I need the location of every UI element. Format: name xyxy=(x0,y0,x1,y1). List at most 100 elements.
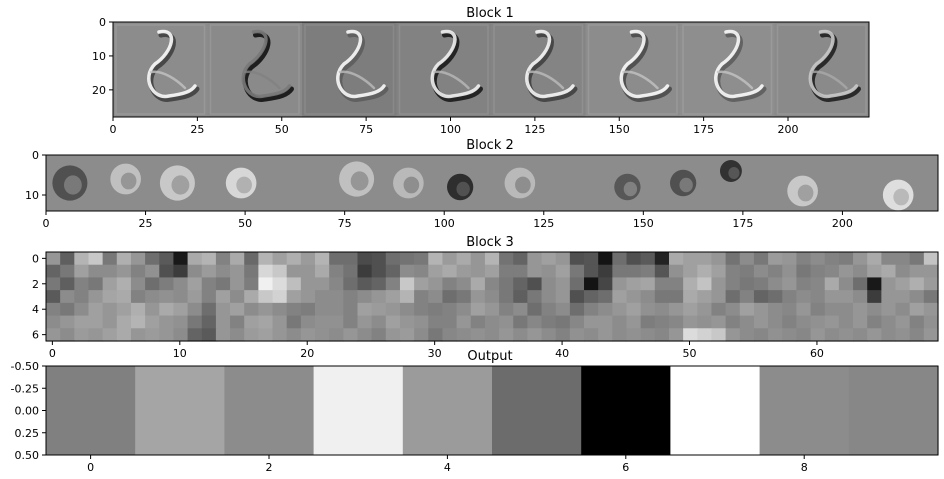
block3-cell xyxy=(555,264,571,279)
block1-x-tick-label: 75 xyxy=(359,123,373,136)
block3-cell xyxy=(909,302,925,317)
block3-cell xyxy=(541,302,557,317)
block1-tile xyxy=(207,22,302,117)
block3-cell xyxy=(654,328,670,342)
block3-cell xyxy=(456,277,472,291)
block3-cell xyxy=(824,302,840,317)
block3-cell xyxy=(60,252,75,266)
block3-x-tick-label: 40 xyxy=(555,347,569,360)
block3-cell xyxy=(753,302,769,317)
output-x-tick-label: 0 xyxy=(87,461,94,474)
block3-cell xyxy=(569,290,585,304)
block3-cell xyxy=(711,277,727,291)
block3-cell xyxy=(484,277,500,291)
block3-cell xyxy=(357,252,373,266)
block3-cell xyxy=(683,264,698,279)
block3-cell xyxy=(159,290,175,304)
block3-cell xyxy=(768,290,783,304)
block3-cell xyxy=(414,252,429,266)
block2-x-tick-label: 0 xyxy=(43,217,50,230)
block3-cell xyxy=(300,302,316,317)
block3-cell xyxy=(725,328,741,342)
block3-cell xyxy=(428,277,444,291)
block3-cell xyxy=(272,264,288,279)
block3-cell xyxy=(612,328,628,342)
block3-cell xyxy=(598,315,613,329)
block1-y-tick-label: 0 xyxy=(99,16,106,29)
block3-cell xyxy=(46,277,61,291)
block3-y-tick-label: 4 xyxy=(32,303,39,316)
block3-cell xyxy=(668,290,684,304)
block2-feature-detail xyxy=(797,184,814,202)
block3-cell xyxy=(810,302,826,317)
block2-panel: Block 2 0 25 50 75 100 125 150 175 200 0 10 xyxy=(25,138,939,230)
output-cell xyxy=(759,366,850,455)
block1-tile xyxy=(491,22,586,117)
block3-cell xyxy=(796,277,812,291)
block3-cell xyxy=(343,290,359,304)
block3-cell xyxy=(300,328,316,342)
block1-x-tick-label: 100 xyxy=(440,123,461,136)
block3-cell xyxy=(428,290,444,304)
block3-cell xyxy=(442,252,458,266)
block3-cell xyxy=(584,264,599,279)
block3-cell xyxy=(258,290,274,304)
block3-cell xyxy=(60,328,75,342)
block3-cell xyxy=(258,252,274,266)
block3-cell xyxy=(230,277,245,291)
block3-cell xyxy=(74,328,90,342)
block3-cell xyxy=(626,264,642,279)
block3-cell xyxy=(711,302,727,317)
block3-cell xyxy=(88,328,104,342)
block3-cell xyxy=(484,328,500,342)
block3-cell xyxy=(711,290,727,304)
block3-cell xyxy=(130,290,146,304)
block3-cell xyxy=(371,252,387,266)
block3-cell xyxy=(541,290,557,304)
block3-cell xyxy=(527,252,543,266)
block3-cell xyxy=(584,290,599,304)
block3-cell xyxy=(201,277,217,291)
block3-cell xyxy=(867,328,882,342)
block3-cell xyxy=(499,315,514,329)
block2-feature-detail xyxy=(456,181,470,197)
block3-cell xyxy=(343,264,359,279)
block3-cell xyxy=(683,302,698,317)
block3-cell xyxy=(697,252,713,266)
block3-cell xyxy=(201,302,217,317)
block3-cell xyxy=(527,315,543,329)
block3-cell xyxy=(626,328,642,342)
block3-cell xyxy=(796,315,812,329)
block3-y-tick-label: 2 xyxy=(32,278,39,291)
block1-tile-border xyxy=(304,24,395,115)
block3-cell xyxy=(668,277,684,291)
block3-cell xyxy=(838,315,854,329)
block2-heatmap xyxy=(46,155,938,211)
block3-cell xyxy=(513,277,528,291)
output-x-axis: 0 2 4 6 8 xyxy=(87,455,808,474)
block1-y-tick-label: 20 xyxy=(92,84,106,97)
block1-tile xyxy=(680,22,775,117)
block3-cell xyxy=(329,302,344,317)
block3-cell xyxy=(286,290,302,304)
output-cell xyxy=(224,366,315,455)
block3-cell xyxy=(683,290,698,304)
block3-cell xyxy=(173,277,189,291)
block1-x-axis: 0 25 50 75 100 125 150 175 200 xyxy=(110,117,799,136)
block3-cell xyxy=(116,277,132,291)
block3-cell xyxy=(145,328,160,342)
block3-cell xyxy=(853,277,868,291)
block3-cell xyxy=(88,302,104,317)
block3-cell xyxy=(824,290,840,304)
block1-digit-stroke xyxy=(147,29,197,99)
block3-cell xyxy=(541,315,557,329)
block3-cell xyxy=(329,328,344,342)
block3-cell xyxy=(102,252,118,266)
block3-cell xyxy=(768,328,783,342)
output-cell xyxy=(46,366,136,455)
block3-cell xyxy=(414,315,429,329)
block3-cell xyxy=(555,302,571,317)
block3-cell xyxy=(315,290,330,304)
block3-cell xyxy=(555,315,571,329)
block3-cell xyxy=(895,277,911,291)
